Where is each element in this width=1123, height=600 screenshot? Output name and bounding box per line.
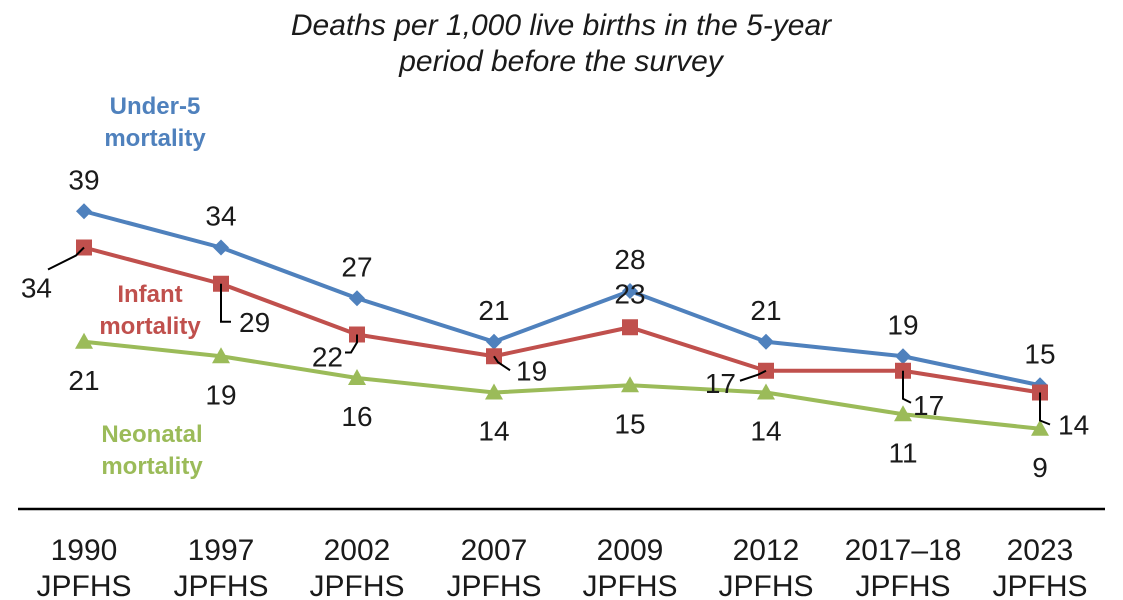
data-point: [622, 283, 638, 299]
x-tick-label: JPFHS: [309, 570, 404, 600]
data-label-leader: [345, 334, 358, 354]
data-label: 21: [478, 295, 509, 326]
data-label: 14: [750, 416, 781, 447]
data-label: 22: [312, 342, 343, 373]
series-line: [83, 209, 1041, 388]
data-label-leader: [220, 283, 231, 323]
data-label: 23: [614, 278, 645, 309]
data-label: 34: [205, 201, 236, 232]
data-label: 19: [887, 309, 918, 340]
data-label: 21: [68, 365, 99, 396]
chart-title-line: Deaths per 1,000 live births in the 5-ye…: [291, 9, 832, 42]
series-line: [83, 245, 1041, 395]
data-label: 34: [21, 273, 52, 304]
x-tick-label: 2007: [461, 534, 528, 567]
data-label: 17: [705, 368, 736, 399]
series-name-label: mortality: [99, 313, 201, 340]
x-tick-label: JPFHS: [718, 570, 813, 600]
data-point: [894, 405, 912, 422]
chart-title-line: period before the survey: [398, 45, 725, 78]
x-tick-label: 2012: [733, 534, 800, 567]
data-point: [757, 383, 775, 400]
data-point: [75, 332, 93, 349]
data-point: [621, 376, 639, 393]
data-label: 17: [913, 390, 944, 421]
data-label-leader: [1039, 392, 1051, 426]
x-tick-label: 2002: [324, 534, 391, 567]
data-point: [349, 290, 365, 307]
series-name-label: Neonatal: [101, 421, 202, 448]
data-point: [622, 319, 638, 336]
x-tick-label: 1997: [188, 534, 255, 567]
x-tick-label: 2023: [1007, 534, 1074, 567]
data-label: 27: [341, 251, 372, 282]
data-label: 19: [205, 379, 236, 410]
data-label: 14: [1058, 410, 1089, 441]
data-label: 19: [516, 355, 547, 386]
x-tick-label: JPFHS: [992, 570, 1087, 600]
data-point: [212, 347, 230, 364]
x-tick-label: 2017–18: [845, 534, 962, 567]
data-point: [486, 333, 502, 350]
data-label: 11: [888, 437, 917, 468]
data-point: [348, 369, 366, 385]
data-label: 15: [1024, 338, 1055, 369]
data-point: [76, 203, 92, 220]
data-point: [895, 348, 911, 365]
data-label-leader: [493, 355, 511, 372]
x-tick-label: 1990: [51, 534, 118, 567]
series-line: [83, 339, 1041, 431]
data-point: [485, 383, 503, 400]
data-label: 39: [68, 164, 99, 195]
data-label: 28: [614, 244, 645, 275]
data-point: [758, 333, 774, 350]
x-tick-label: 2009: [597, 534, 664, 567]
x-tick-label: JPFHS: [173, 570, 268, 600]
data-label: 15: [614, 408, 645, 439]
data-label: 16: [341, 401, 372, 432]
x-tick-label: JPFHS: [446, 570, 541, 600]
data-label-leader: [739, 369, 767, 382]
data-label: 21: [750, 295, 781, 326]
data-label: 9: [1032, 452, 1048, 483]
x-tick-label: JPFHS: [582, 570, 677, 600]
data-label: 14: [478, 416, 509, 447]
data-point: [1031, 419, 1049, 436]
data-label: 29: [239, 307, 270, 338]
x-tick-label: JPFHS: [855, 570, 950, 600]
series-name-label: mortality: [104, 125, 206, 152]
data-label-leader: [47, 246, 85, 271]
data-point: [213, 239, 229, 256]
data-label-leader: [902, 370, 912, 404]
series-name-label: mortality: [101, 453, 203, 480]
series-name-label: Under-5: [110, 93, 201, 120]
series-name-label: Infant: [117, 281, 182, 308]
x-tick-label: JPFHS: [36, 570, 131, 600]
